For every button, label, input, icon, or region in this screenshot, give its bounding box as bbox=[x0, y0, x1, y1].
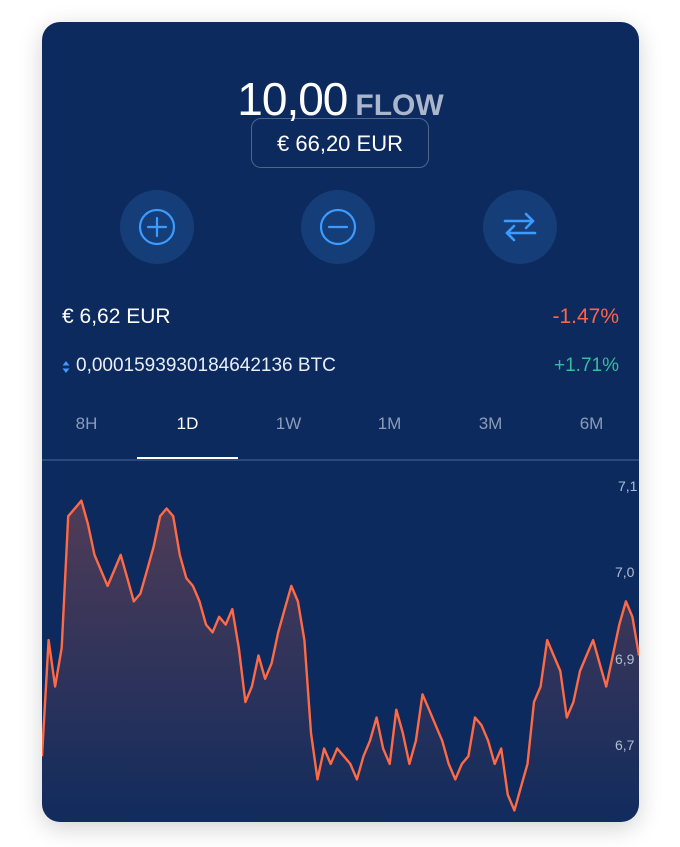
chart-area-fill bbox=[42, 500, 639, 822]
active-tab-indicator bbox=[137, 457, 238, 460]
asset-detail-card: 10,00 FLOW € 66,20 EUR € 6,62 EUR -1.47% bbox=[42, 22, 639, 822]
asset-symbol: FLOW bbox=[355, 89, 444, 122]
tab-8h[interactable]: 8H bbox=[75, 414, 98, 433]
fiat-value-pill[interactable]: € 66,20 EUR bbox=[251, 118, 429, 168]
y-tick-label: 7,0 bbox=[615, 564, 635, 580]
btc-price: 0,0001593930184642136 BTC bbox=[76, 355, 336, 376]
sort-toggle-icon[interactable] bbox=[62, 360, 70, 374]
fiat-change: -1.47% bbox=[552, 305, 619, 328]
y-tick-label: 6,9 bbox=[615, 651, 635, 667]
y-tick-label: 7,1 bbox=[618, 478, 638, 494]
balance-amount: 10,00 bbox=[237, 73, 348, 125]
time-range-tabs: 8H 1D 1W 1M 3M 6M bbox=[42, 402, 639, 460]
price-chart[interactable]: 7,1 7,0 6,9 6,7 bbox=[42, 462, 639, 822]
remove-button[interactable] bbox=[301, 190, 375, 264]
tab-1d-label: 1D bbox=[176, 414, 199, 433]
swap-arrows-icon bbox=[503, 212, 537, 242]
plus-circle-icon bbox=[138, 208, 176, 246]
tab-1m[interactable]: 1M bbox=[377, 414, 402, 433]
fiat-price-row: € 6,62 EUR -1.47% bbox=[62, 305, 619, 335]
tab-1d[interactable]: 1D bbox=[137, 402, 238, 460]
tabs-divider bbox=[42, 459, 639, 461]
tab-1w[interactable]: 1W bbox=[275, 414, 302, 433]
btc-change: +1.71% bbox=[554, 355, 619, 376]
btc-price-row[interactable]: 0,0001593930184642136 BTC +1.71% bbox=[62, 355, 619, 381]
tab-3m[interactable]: 3M bbox=[478, 414, 503, 433]
y-tick-label: 6,7 bbox=[615, 737, 635, 753]
fiat-price: € 6,62 EUR bbox=[62, 305, 171, 328]
swap-button[interactable] bbox=[483, 190, 557, 264]
add-button[interactable] bbox=[120, 190, 194, 264]
tab-6m[interactable]: 6M bbox=[579, 414, 604, 433]
balance-header: 10,00 FLOW bbox=[42, 72, 639, 126]
chart-price-line bbox=[42, 499, 639, 812]
minus-circle-icon bbox=[319, 208, 357, 246]
